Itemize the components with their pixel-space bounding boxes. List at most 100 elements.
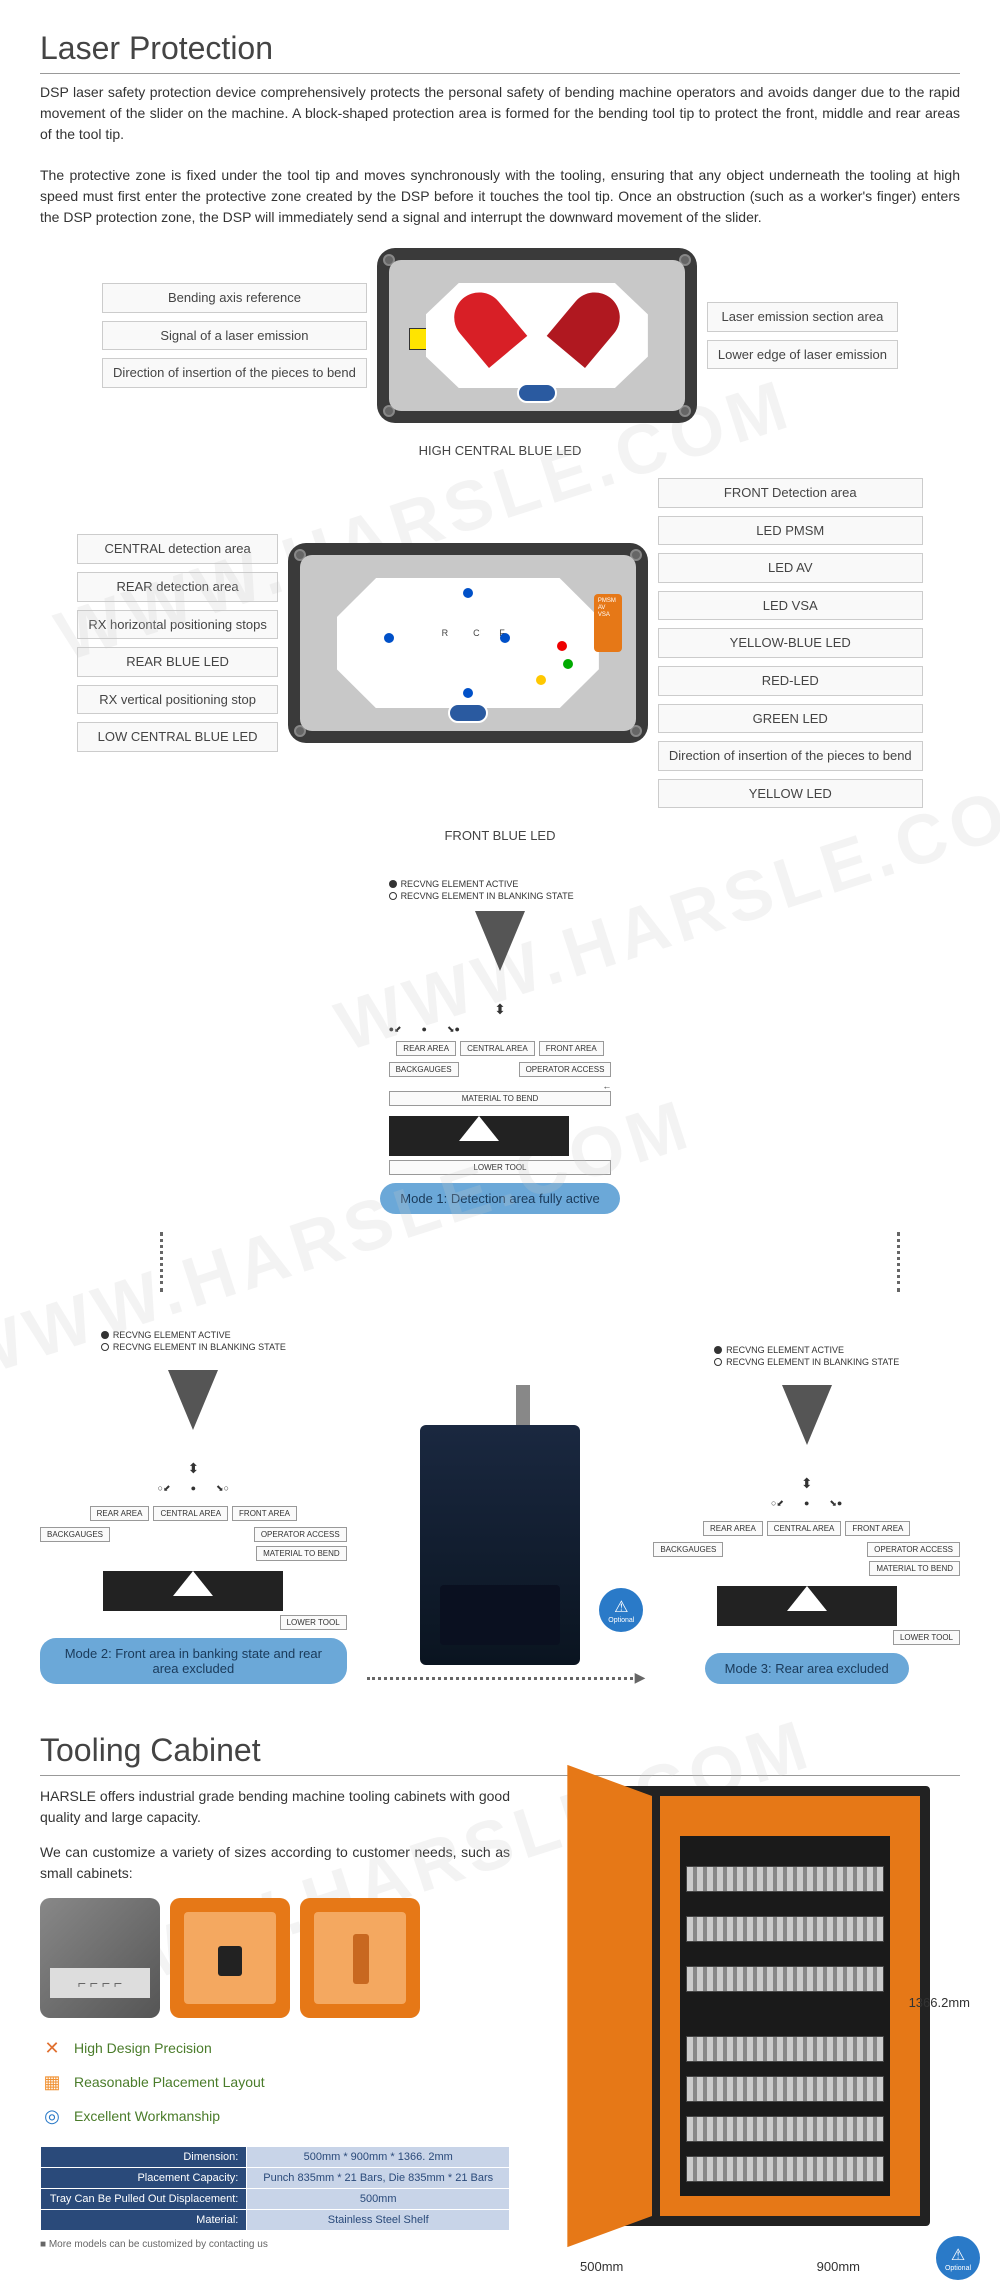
- diagram2-label: RX vertical positioning stop: [77, 685, 278, 715]
- detection-window: R C F: [337, 578, 599, 708]
- cabinet-thumbnails: ⌐ ⌐ ⌐ ⌐: [40, 1898, 510, 2018]
- cabinet-illustration: 1366.2mm 900mm 500mm Optional: [540, 1786, 960, 2250]
- legend-active: RECVNG ELEMENT ACTIVE: [401, 879, 519, 889]
- area-front: FRONT AREA: [845, 1521, 910, 1536]
- led-blue-icon: [384, 633, 394, 643]
- diagram2-label: RED-LED: [658, 666, 923, 696]
- shelf-icon: [686, 1916, 884, 1942]
- legend-blank: RECVNG ELEMENT IN BLANKING STATE: [113, 1342, 286, 1352]
- laser-device-column: Optional: [347, 1425, 654, 1692]
- mode2-badge: Mode 2: Front area in banking state and …: [40, 1638, 347, 1684]
- cabinet-para1: HARSLE offers industrial grade bending m…: [40, 1786, 510, 1828]
- mode2-diagram: RECVNG ELEMENT ACTIVE RECVNG ELEMENT IN …: [40, 1322, 347, 1630]
- diagram2-label: LED PMSM: [658, 516, 923, 546]
- diagram2-label: RX horizontal positioning stops: [77, 610, 278, 640]
- spec-key: Tray Can Be Pulled Out Displacement:: [41, 2189, 247, 2210]
- table-row: Tray Can Be Pulled Out Displacement:500m…: [41, 2189, 510, 2210]
- label-material: MATERIAL TO BEND: [389, 1091, 612, 1106]
- diagram2-label: REAR BLUE LED: [77, 647, 278, 677]
- lower-tool-icon: [389, 1116, 569, 1156]
- label-lower-edge: Lower edge of laser emission: [707, 340, 898, 370]
- spec-key: Material:: [41, 2210, 247, 2231]
- diagram2-label: Direction of insertion of the pieces to …: [658, 741, 923, 771]
- label-operator: OPERATOR ACCESS: [519, 1062, 612, 1077]
- spec-table: Dimension:500mm * 900mm * 1366. 2mmPlace…: [40, 2146, 510, 2231]
- mode2-column: RECVNG ELEMENT ACTIVE RECVNG ELEMENT IN …: [40, 1322, 347, 1692]
- diagram2-left-labels: CENTRAL detection areaREAR detection are…: [77, 534, 278, 752]
- diagram2-label: LED VSA: [658, 591, 923, 621]
- label-backgauges: BACKGAUGES: [653, 1542, 723, 1557]
- sensor-dot-icon: ●: [422, 1024, 427, 1035]
- label-bending-axis: Bending axis reference: [102, 283, 367, 313]
- shelf-icon: [686, 2036, 884, 2062]
- shelf-icon: [686, 2156, 884, 2182]
- diagram1-left-labels: Bending axis reference Signal of a laser…: [102, 283, 367, 388]
- label-signal-emission: Signal of a laser emission: [102, 321, 367, 351]
- legend-blank: RECVNG ELEMENT IN BLANKING STATE: [726, 1357, 899, 1367]
- led-yellow-icon: [536, 675, 546, 685]
- optional-badge: Optional: [936, 2236, 980, 2280]
- spec-value: 500mm: [247, 2189, 510, 2210]
- optional-badge: Optional: [599, 1588, 643, 1632]
- thumb-shelf: ⌐ ⌐ ⌐ ⌐: [40, 1898, 160, 2018]
- area-rear: REAR AREA: [90, 1506, 150, 1521]
- led-blue-icon: [463, 588, 473, 598]
- label-lower-tool: LOWER TOOL: [389, 1160, 612, 1175]
- feature-icon: ▦: [40, 2070, 64, 2094]
- shelf-icon: [686, 1966, 884, 1992]
- section1-para1: DSP laser safety protection device compr…: [40, 82, 960, 145]
- dot-blank-icon: [389, 892, 397, 900]
- laser-device-photo: [420, 1425, 580, 1665]
- shelf-icon: [686, 1866, 884, 1892]
- diagram1-right-labels: Laser emission section area Lower edge o…: [707, 302, 898, 369]
- feature-icon: ✕: [40, 2036, 64, 2060]
- shelf-icon: [686, 2116, 884, 2142]
- table-row: Placement Capacity:Punch 835mm * 21 Bars…: [41, 2168, 510, 2189]
- dim-height: 1366.2mm: [909, 1995, 970, 2010]
- label-material: MATERIAL TO BEND: [256, 1546, 347, 1561]
- label-operator: OPERATOR ACCESS: [867, 1542, 960, 1557]
- cabinet-image: [570, 1786, 930, 2226]
- table-row: Dimension:500mm * 900mm * 1366. 2mm: [41, 2147, 510, 2168]
- area-rear: REAR AREA: [396, 1041, 456, 1056]
- spec-value: Punch 835mm * 21 Bars, Die 835mm * 21 Ba…: [247, 2168, 510, 2189]
- led-red-icon: [557, 641, 567, 651]
- diagram2-label: CENTRAL detection area: [77, 534, 278, 564]
- legend-active: RECVNG ELEMENT ACTIVE: [113, 1330, 231, 1340]
- area-front: FRONT AREA: [539, 1041, 604, 1056]
- thumb-panel: [170, 1898, 290, 2018]
- mode1-diagram: RECVNG ELEMENT ACTIVE RECVNG ELEMENT IN …: [389, 873, 612, 1175]
- feature-text: Excellent Workmanship: [74, 2108, 220, 2124]
- spec-key: Dimension:: [41, 2147, 247, 2168]
- dim-depth: 500mm: [580, 2259, 623, 2274]
- label-direction-insertion: Direction of insertion of the pieces to …: [102, 358, 367, 388]
- area-front: FRONT AREA: [232, 1506, 297, 1521]
- sensor-dot-icon: ⬊●: [447, 1024, 460, 1035]
- label-material: MATERIAL TO BEND: [869, 1561, 960, 1576]
- modes-section: RECVNG ELEMENT ACTIVE RECVNG ELEMENT IN …: [40, 873, 960, 1692]
- diagram2-top-label: HIGH CENTRAL BLUE LED: [40, 443, 960, 458]
- dim-width: 900mm: [817, 2259, 860, 2274]
- diagram2-label: FRONT Detection area: [658, 478, 923, 508]
- feature-item: ◎Excellent Workmanship: [40, 2104, 510, 2128]
- feature-item: ▦Reasonable Placement Layout: [40, 2070, 510, 2094]
- spec-key: Placement Capacity:: [41, 2168, 247, 2189]
- cabinet-body: [660, 1796, 920, 2216]
- cabinet-para2: We can customize a variety of sizes acco…: [40, 1842, 510, 1884]
- feature-item: ✕High Design Precision: [40, 2036, 510, 2060]
- spec-value: 500mm * 900mm * 1366. 2mm: [247, 2147, 510, 2168]
- mode1-badge: Mode 1: Detection area fully active: [380, 1183, 619, 1214]
- label-backgauges: BACKGAUGES: [40, 1527, 110, 1542]
- section2-title: Tooling Cabinet: [40, 1732, 960, 1776]
- area-rear: REAR AREA: [703, 1521, 763, 1536]
- label-lower-tool: LOWER TOOL: [280, 1615, 347, 1630]
- section1-title: Laser Protection: [40, 30, 960, 74]
- cabinet-interior: [680, 1836, 890, 2196]
- diagram2-label: YELLOW-BLUE LED: [658, 628, 923, 658]
- upper-tool-icon: [470, 911, 530, 991]
- area-central: CENTRAL AREA: [153, 1506, 228, 1521]
- diagram2-label: GREEN LED: [658, 704, 923, 734]
- mode3-badge: Mode 3: Rear area excluded: [705, 1653, 909, 1684]
- brand-logo-icon: [448, 703, 488, 723]
- diagram2-label: YELLOW LED: [658, 779, 923, 809]
